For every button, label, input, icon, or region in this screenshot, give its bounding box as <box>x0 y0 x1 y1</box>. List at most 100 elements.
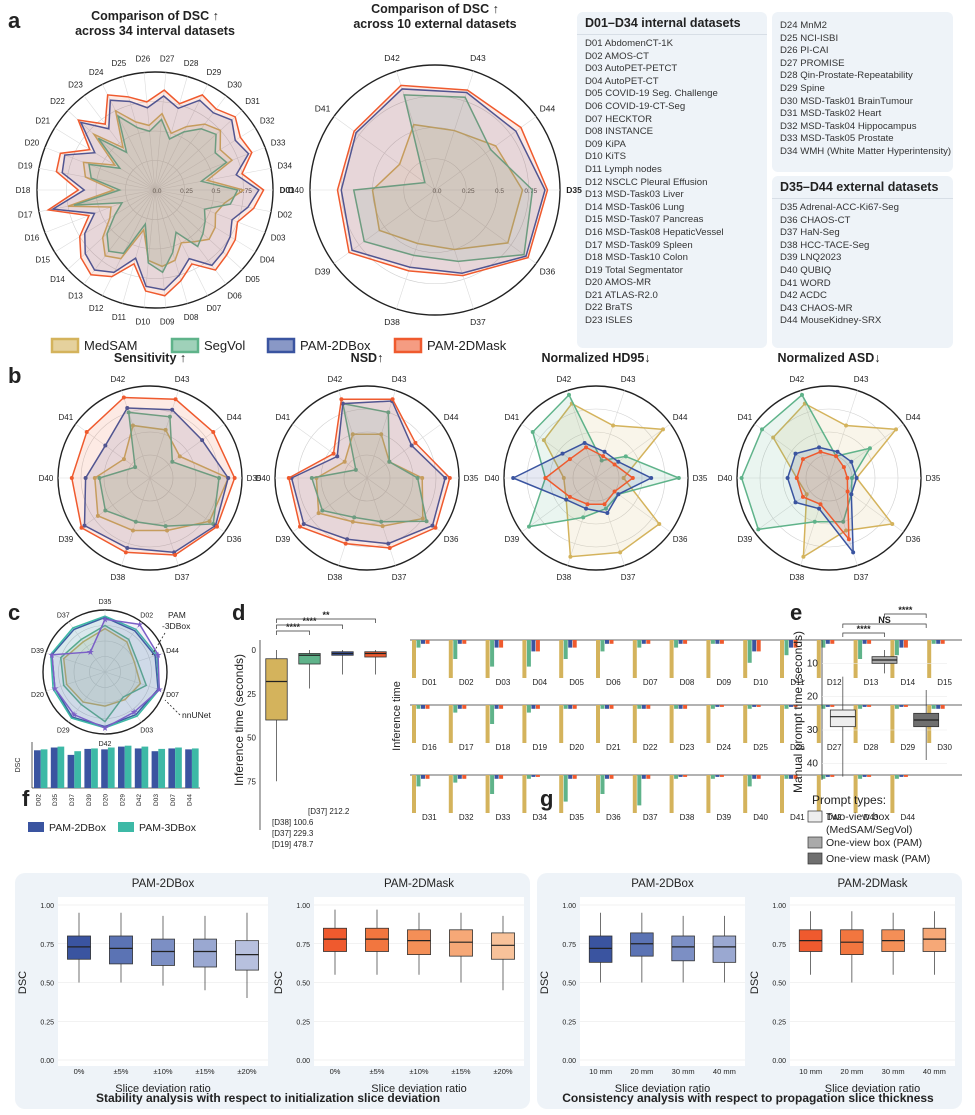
x-tick-label: 10 mm <box>799 1067 822 1076</box>
radar-spoke <box>154 72 167 191</box>
legend-label: PAM-3DBox <box>139 822 197 834</box>
bar-segvol <box>710 705 715 709</box>
radar-point <box>386 541 391 546</box>
radar-category-label: D41 <box>315 103 331 113</box>
radar-category-label: D35 <box>566 185 582 195</box>
bar-medsam <box>816 640 821 678</box>
radar-category-label: D25 <box>112 59 127 68</box>
bar-medsam <box>632 705 637 743</box>
radar-spoke <box>366 477 442 533</box>
radar-point <box>541 438 546 443</box>
x-tick-label: ±5% <box>370 1067 385 1076</box>
bar-category-label: D39 <box>86 794 93 806</box>
y-tick-label: 0.25 <box>772 1019 786 1026</box>
y-tick-label: 50 <box>247 734 256 743</box>
radar-category-label: D43 <box>175 375 190 384</box>
bar-pam-2dmask <box>830 705 835 707</box>
radar-spoke <box>754 477 830 533</box>
legend-label: SegVol <box>204 338 245 353</box>
radar-category-label: D39 <box>738 535 753 544</box>
bar-medsam <box>816 775 821 813</box>
radar-point <box>676 476 681 480</box>
radar-point <box>133 465 138 470</box>
external-dataset-item: D36 CHAOS-CT <box>780 214 851 226</box>
bar-category-label: D19 <box>532 743 547 752</box>
bar-segvol <box>637 705 642 709</box>
bar-pam-2dbox <box>568 640 573 648</box>
x-tick-label: ±15% <box>195 1067 214 1076</box>
bar-medsam <box>780 705 784 743</box>
radar-category-label: D29 <box>206 68 221 77</box>
radar-category-label: D39 <box>276 535 291 544</box>
radar-point <box>867 446 872 451</box>
radar-point <box>799 392 804 397</box>
radar-category-label: D10 <box>135 317 150 326</box>
radar-point <box>804 492 809 497</box>
bar-pam-2dmask <box>535 775 540 777</box>
panel-label-e: e <box>790 600 802 625</box>
radar-point <box>207 519 212 524</box>
radar-category-label: D42 <box>111 375 126 384</box>
radar-category-label: D20 <box>25 138 40 147</box>
radar-point <box>125 406 130 411</box>
internal-dataset-item: D25 NCI-ISBI <box>780 32 839 44</box>
panel-label-b: b <box>8 363 21 388</box>
radar-spoke <box>44 189 156 233</box>
box-chart-g2: 0.00 0.25 0.50 0.75 1.00 PAM-2DMask DSC Slice d… <box>749 878 955 1095</box>
internal-dataset-item: D06 COVID-19-CT-Seg <box>585 100 686 112</box>
bar-category-label: D02 <box>459 678 474 687</box>
bar-pam-2dbox <box>185 749 192 788</box>
radar-category-label: D04 <box>260 255 275 264</box>
bar-category-label: D35 <box>569 813 584 822</box>
radar-category-label: D37 <box>470 317 486 327</box>
y-axis-label: DSC <box>17 971 29 994</box>
bar-pam-2dmask <box>462 775 467 779</box>
radar-spoke <box>366 423 442 479</box>
significance-bracket <box>276 624 343 629</box>
radar-series-medsam <box>67 109 246 268</box>
radar-point <box>760 427 765 432</box>
radar-category-label: D38 <box>384 317 400 327</box>
radar-point <box>130 528 135 533</box>
radar-category-label: D42 <box>328 375 343 384</box>
internal-dataset-item: D01 AbdomenCT-1K <box>585 38 673 49</box>
bar-pam-2dmask <box>830 640 835 644</box>
radar-point <box>413 440 418 445</box>
bar-category-label: D07 <box>643 678 658 687</box>
external-dataset-item: D41 WORD <box>780 277 831 289</box>
radar-point <box>211 430 216 435</box>
bar-pam-2dbox <box>862 705 867 707</box>
bar-segvol <box>894 775 899 779</box>
bar-segvol <box>674 775 679 779</box>
radar-category-label: D37 <box>57 613 70 620</box>
internal-dataset-item: D20 AMOS-MR <box>585 277 652 289</box>
radar-point <box>845 476 850 480</box>
chart-title: PAM-2DBox <box>132 878 195 890</box>
radar-category-label: D40 <box>288 185 304 195</box>
bar-segvol <box>416 640 421 648</box>
bar-pam-2dbox <box>899 640 904 648</box>
external-dataset-item: D39 LNQ2023 <box>780 252 842 264</box>
x-tick-label: 20 mm <box>840 1067 863 1076</box>
bar-segvol <box>490 775 495 794</box>
y-tick-label: 0.50 <box>772 981 786 988</box>
bar-segvol <box>747 705 752 709</box>
bar-category-label: D23 <box>680 743 695 752</box>
radar-spoke <box>595 390 625 479</box>
bar-category-label: D11 <box>790 678 805 687</box>
internal-dataset-item: D28 Qin-Prostate-Repeatability <box>780 70 913 82</box>
bar-pam-2dbox <box>752 775 757 779</box>
bar-pam-2dbox <box>84 748 92 788</box>
radar-point <box>339 397 344 402</box>
bar-category-label: D43 <box>864 813 879 822</box>
radar-category-label: D17 <box>18 210 33 219</box>
internal-dataset-item: D34 WMH (White Matter Hyperintensity) <box>780 145 952 157</box>
radar-category-label: D44 <box>673 413 688 422</box>
radar-spoke <box>754 423 830 479</box>
radar-category-label: D35 <box>464 474 479 483</box>
internal-dataset-item: D16 MSD-Task08 HepaticVessel <box>585 226 724 238</box>
bar-segvol <box>526 640 531 667</box>
bar-category-label: D41 <box>790 813 805 822</box>
bar-category-label: D20 <box>103 794 110 806</box>
radar-category-label: D42 <box>557 375 572 384</box>
